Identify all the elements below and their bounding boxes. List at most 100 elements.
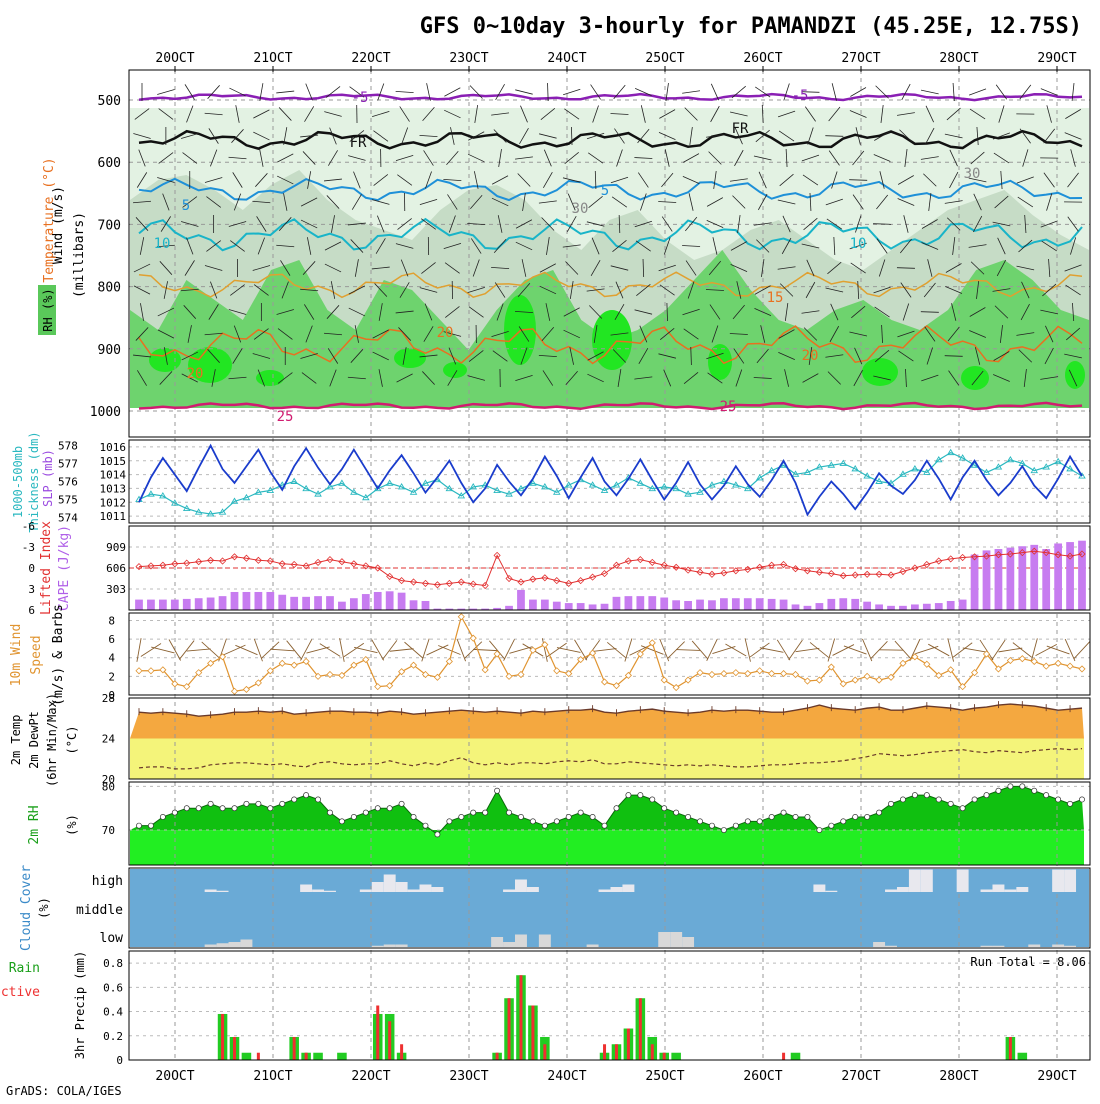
rh-point [136,823,141,828]
wind-speed-point [697,670,703,676]
rh-point [685,814,690,819]
rh-point [495,788,500,793]
wind-tick-label: 2 [108,670,115,683]
precip-ylabel: 3hr Precip (mm) [73,951,87,1059]
precip-convective-bar [400,1044,403,1060]
cape-bar [159,600,167,610]
precip-convective-bar [305,1053,308,1060]
wind-barb [396,91,414,92]
surface-wind-barb [320,644,340,657]
rh-point [960,806,965,811]
date-label-bottom: 26OCT [743,1069,782,1084]
cape-bar [219,596,227,610]
cloud-high-bar [1052,870,1064,893]
date-label-bottom: 21OCT [253,1069,292,1084]
rh-point [614,806,619,811]
cape-bar [839,598,847,610]
thickness-tick-label: 574 [58,512,78,525]
wind-barb [515,90,532,94]
cape-bar [768,599,776,610]
rh-shade-bright [443,362,467,378]
cloud-level-label: low [100,931,124,946]
cape-bar [923,604,931,610]
cape-bar [290,597,298,610]
li-tick-label: 6 [28,604,35,617]
rh-point [697,819,702,824]
wind-barb [850,88,866,97]
wind-speed-point [458,614,464,620]
cape-bar [827,599,835,610]
wind-barb [563,89,580,95]
precip-total-bar [671,1053,681,1060]
surface-wind-barb [963,648,987,652]
precip-convective-bar [233,1037,236,1060]
rh-point [148,823,153,828]
cloud-high-bar [360,890,372,893]
wind-speed-point [243,686,249,692]
rh-point [626,793,631,798]
rh-point [745,819,750,824]
contour-label: FR [732,121,749,137]
wind-tick-label: 6 [108,633,115,646]
cloud-low-bar [515,935,527,948]
rh-point [268,806,273,811]
precip-convective-bar [531,1006,534,1061]
slp-ylabel-thickness: Thickness (dm) [27,431,41,532]
temp-tick-label: 24 [102,733,116,746]
contour-label: 5 [182,198,190,214]
surface-wind-barb [557,648,580,653]
cape-bar [804,606,812,610]
date-label-bottom: 25OCT [645,1069,684,1084]
cape-bar [362,594,370,610]
precip-convective-bar [496,1053,499,1060]
surface-wind-barb [999,648,1023,652]
precip-tick-label: 0.6 [103,981,123,994]
thickness-tick-label: 575 [58,494,78,507]
pressure-tick-label: 900 [98,343,121,358]
rh-point [650,797,655,802]
cloud-background [130,869,1089,947]
surface-wind-barb [725,644,746,656]
rh-point [841,819,846,824]
contour-label: 30 [964,166,981,182]
precip-total-bar [242,1053,252,1060]
cloud-high-bar [205,890,217,893]
precip-convective-bar [639,998,642,1060]
rh-point [471,810,476,815]
precip-convective-bar [543,1044,546,1060]
surface-wind-barb [141,643,161,656]
rh-shade-bright [862,358,898,386]
wind-speed-point [1067,663,1073,669]
wind-barb [682,91,700,94]
contour-label: -5 [792,88,809,104]
slp-tick-label: 1012 [100,496,127,509]
cloud-high-bar [300,885,312,893]
wind-speed-point [721,671,727,677]
surface-wind-barb [833,645,854,656]
cloud-high-bar [992,885,1004,893]
contour-label: 25 [277,409,294,425]
precip-legend-convective: Convective [0,985,40,1000]
date-label-top: 20OCT [155,51,194,66]
rh-point [805,814,810,819]
cape-bar [386,591,394,610]
rh-ylabel-1: 2m RH [27,805,42,844]
li-tick-label: 3 [28,583,35,596]
cape-bar [398,593,406,610]
slp-tick-label: 1015 [100,455,127,468]
wind-speed-point [554,668,560,674]
rh-point [876,810,881,815]
rh-point [733,823,738,828]
date-label-top: 29OCT [1037,51,1076,66]
wind-speed-point [542,642,548,648]
surface-wind-barb [224,645,246,655]
cloud-low-bar [873,942,885,947]
rh-point [924,793,929,798]
contour-label: 20 [437,325,454,341]
wind-ylabel-1: 10m Wind [9,624,24,687]
surface-wind-barb [344,643,364,656]
rh-point [232,806,237,811]
cape-bar [648,596,656,610]
wind-speed-point [876,677,882,683]
cape-bar [147,600,155,610]
